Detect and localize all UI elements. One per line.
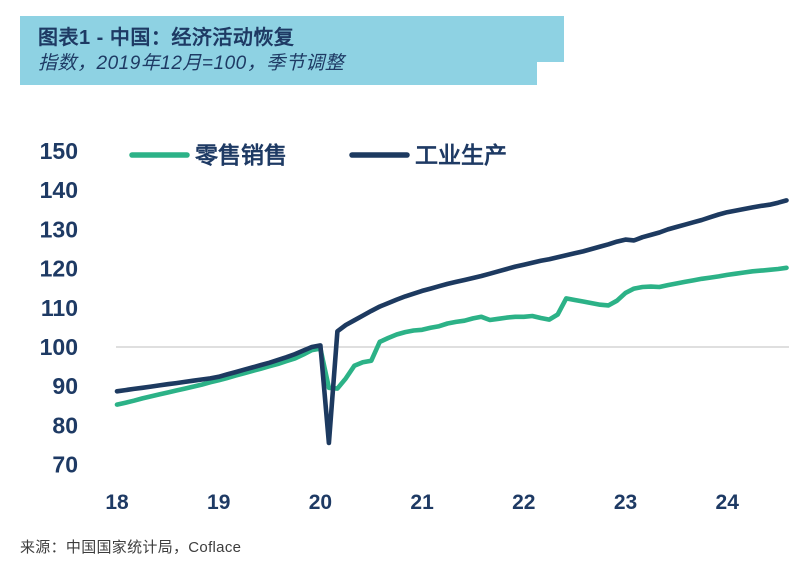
chart-title: 图表1 - 中国：经济活动恢复 — [38, 27, 295, 49]
legend-label-1: 工业生产 — [415, 142, 507, 168]
header-banner-step-decoration — [537, 16, 564, 62]
retail-sales-line — [114, 265, 789, 407]
y-axis-label-150: 150 — [40, 138, 78, 164]
chart-subtitle: 指数，2019年12月=100，季节调整 — [38, 53, 345, 74]
y-axis-label-110: 110 — [41, 295, 78, 321]
industrial-production-line — [114, 198, 789, 446]
y-axis-label-80: 80 — [52, 412, 78, 438]
y-axis-label-90: 90 — [52, 373, 78, 399]
y-axis-label-130: 130 — [40, 216, 78, 242]
x-axis-label-20: 20 — [309, 491, 332, 514]
y-axis-label-70: 70 — [52, 452, 78, 478]
x-axis-label-19: 19 — [207, 491, 230, 514]
x-axis-label-21: 21 — [410, 491, 434, 514]
x-axis-label-23: 23 — [614, 491, 637, 514]
chart-header-banner: 图表1 - 中国：经济活动恢复 指数，2019年12月=100，季节调整 — [20, 16, 537, 85]
x-axis-label-18: 18 — [105, 491, 129, 514]
legend-label-0: 零售销售 — [194, 142, 287, 168]
source-note: 来源：中国国家统计局，Coflace — [20, 539, 242, 556]
y-axis-label-100: 100 — [40, 334, 78, 360]
x-axis-label-24: 24 — [716, 491, 740, 514]
x-axis-label-22: 22 — [512, 491, 535, 514]
y-axis-label-120: 120 — [40, 256, 78, 282]
y-axis-label-140: 140 — [40, 177, 78, 203]
